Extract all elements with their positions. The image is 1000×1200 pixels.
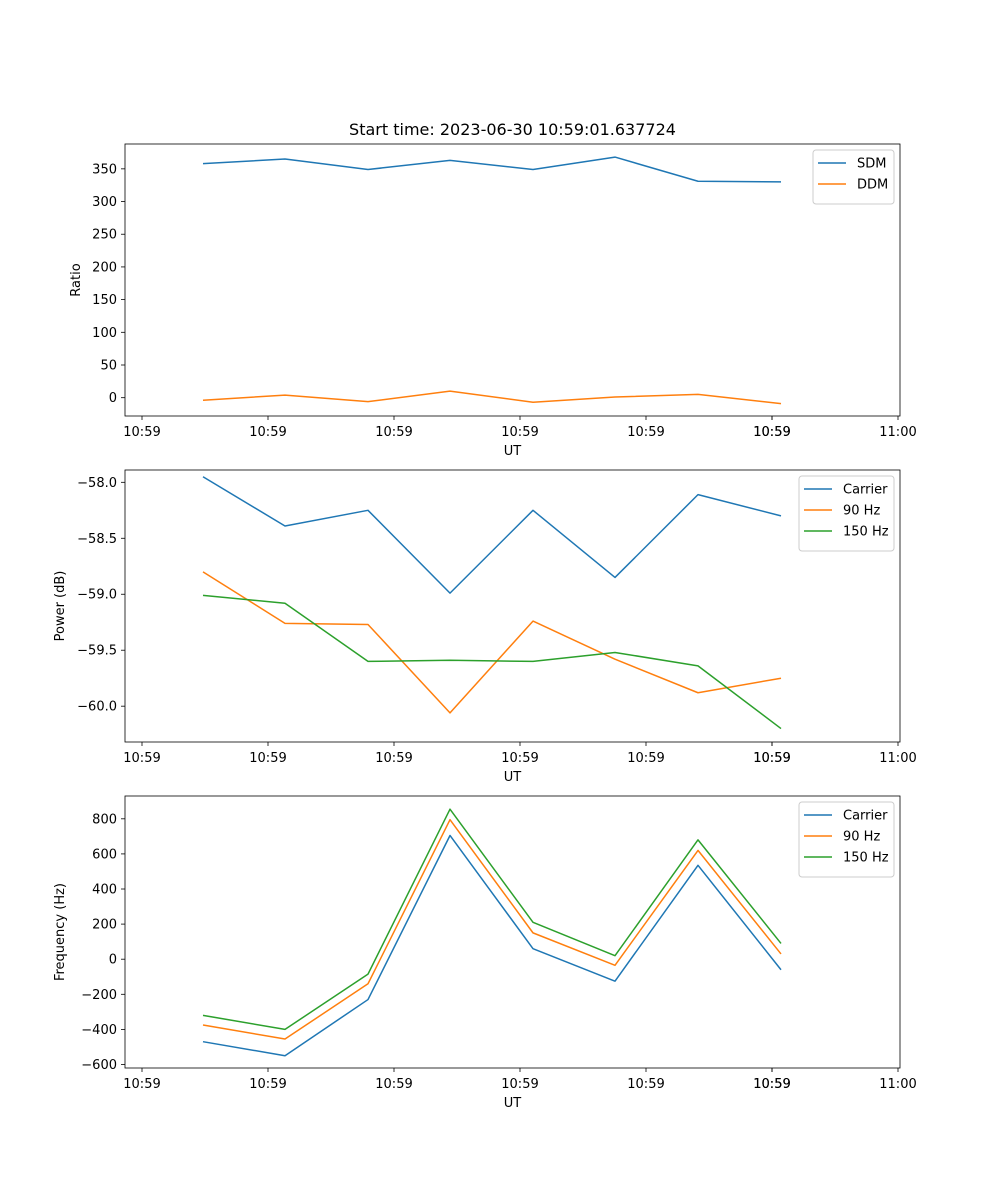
series-line-150-hz	[202, 594, 782, 730]
chart-title: Start time: 2023-06-30 10:59:01.637724	[349, 120, 676, 139]
series-line-90-hz	[202, 571, 782, 714]
series-line-ddm	[202, 390, 782, 405]
y-tick-label: 0	[109, 391, 117, 406]
x-axis-label: UT	[504, 1096, 522, 1111]
x-tick-label: 10:59	[249, 751, 286, 766]
y-tick-label: 600	[92, 847, 117, 862]
legend: Carrier 90 Hz 150 Hz	[798, 475, 895, 552]
x-tick-label: 10:59	[753, 425, 790, 440]
y-axis-label: Ratio	[69, 263, 84, 296]
legend: SDM DDM	[812, 149, 895, 205]
x-tick-label: 10:59	[753, 751, 790, 766]
x-tick-label: 10:59	[375, 425, 412, 440]
y-tick-label: 250	[92, 228, 117, 243]
x-tick-label: 10:59	[375, 751, 412, 766]
series-line-carrier	[202, 834, 782, 1057]
y-tick-label: −58.0	[77, 476, 117, 491]
plot-frame	[124, 143, 901, 417]
y-tick-label: 0	[109, 953, 117, 968]
plot-frame	[124, 795, 901, 1069]
y-tick-label: −200	[81, 988, 117, 1003]
x-tick-label: 10:59	[501, 425, 538, 440]
y-tick-label: 400	[92, 883, 117, 898]
y-tick-label: 50	[100, 359, 117, 374]
legend-box	[798, 801, 895, 878]
y-tick-label: 200	[92, 260, 117, 275]
plot-frame	[124, 469, 901, 743]
x-axis-label: UT	[504, 770, 522, 785]
y-tick-label: −600	[81, 1058, 117, 1073]
x-tick-label: 11:00	[879, 751, 916, 766]
legend-entry: Carrier	[843, 483, 888, 498]
y-axis-label: Frequency (Hz)	[53, 883, 68, 981]
x-tick-label: 11:00	[879, 425, 916, 440]
y-tick-label: −59.5	[77, 644, 117, 659]
series-line-150-hz	[202, 808, 782, 1031]
x-tick-label: 10:59	[753, 1077, 790, 1092]
x-tick-label: 10:59	[501, 751, 538, 766]
chart-panel-1: Start time: 2023-06-30 10:59:01.637724 10…	[69, 120, 917, 459]
legend-entry: 150 Hz	[843, 525, 889, 540]
legend-entry: DDM	[857, 178, 888, 193]
legend-entry: SDM	[857, 157, 886, 172]
x-tick-label: 10:59	[627, 751, 664, 766]
x-tick-label: 10:59	[375, 1077, 412, 1092]
y-tick-label: −400	[81, 1023, 117, 1038]
legend-box	[798, 475, 895, 552]
x-tick-label: 10:59	[249, 425, 286, 440]
legend-entry: Carrier	[843, 809, 888, 824]
x-tick-label: 11:00	[879, 1077, 916, 1092]
x-tick-label: 10:59	[123, 751, 160, 766]
series-line-sdm	[202, 156, 782, 183]
legend-entry: 150 Hz	[843, 851, 889, 866]
legend-entry: 90 Hz	[843, 504, 880, 519]
x-tick-label: 10:59	[753, 1077, 790, 1092]
y-tick-label: 200	[92, 918, 117, 933]
y-tick-label: −58.5	[77, 532, 117, 547]
series-line-carrier	[202, 476, 782, 594]
x-tick-label: 10:59	[627, 1077, 664, 1092]
y-tick-label: 100	[92, 326, 117, 341]
legend: Carrier 90 Hz 150 Hz	[798, 801, 895, 878]
x-axis-label: UT	[504, 444, 522, 459]
x-tick-label: 10:59	[123, 425, 160, 440]
x-tick-label: 10:59	[123, 1077, 160, 1092]
x-tick-label: 10:59	[627, 425, 664, 440]
y-tick-label: 350	[92, 162, 117, 177]
y-tick-label: 150	[92, 293, 117, 308]
x-tick-label: 10:59	[501, 1077, 538, 1092]
x-tick-label: 10:59	[753, 751, 790, 766]
series-line-90-hz	[202, 818, 782, 1040]
y-tick-label: 800	[92, 812, 117, 827]
y-tick-label: −60.0	[77, 700, 117, 715]
y-tick-label: −59.0	[77, 588, 117, 603]
y-axis-label: Power (dB)	[53, 571, 68, 642]
y-tick-label: 300	[92, 195, 117, 210]
x-tick-label: 10:59	[249, 1077, 286, 1092]
x-tick-label: 10:59	[753, 425, 790, 440]
legend-entry: 90 Hz	[843, 830, 880, 845]
